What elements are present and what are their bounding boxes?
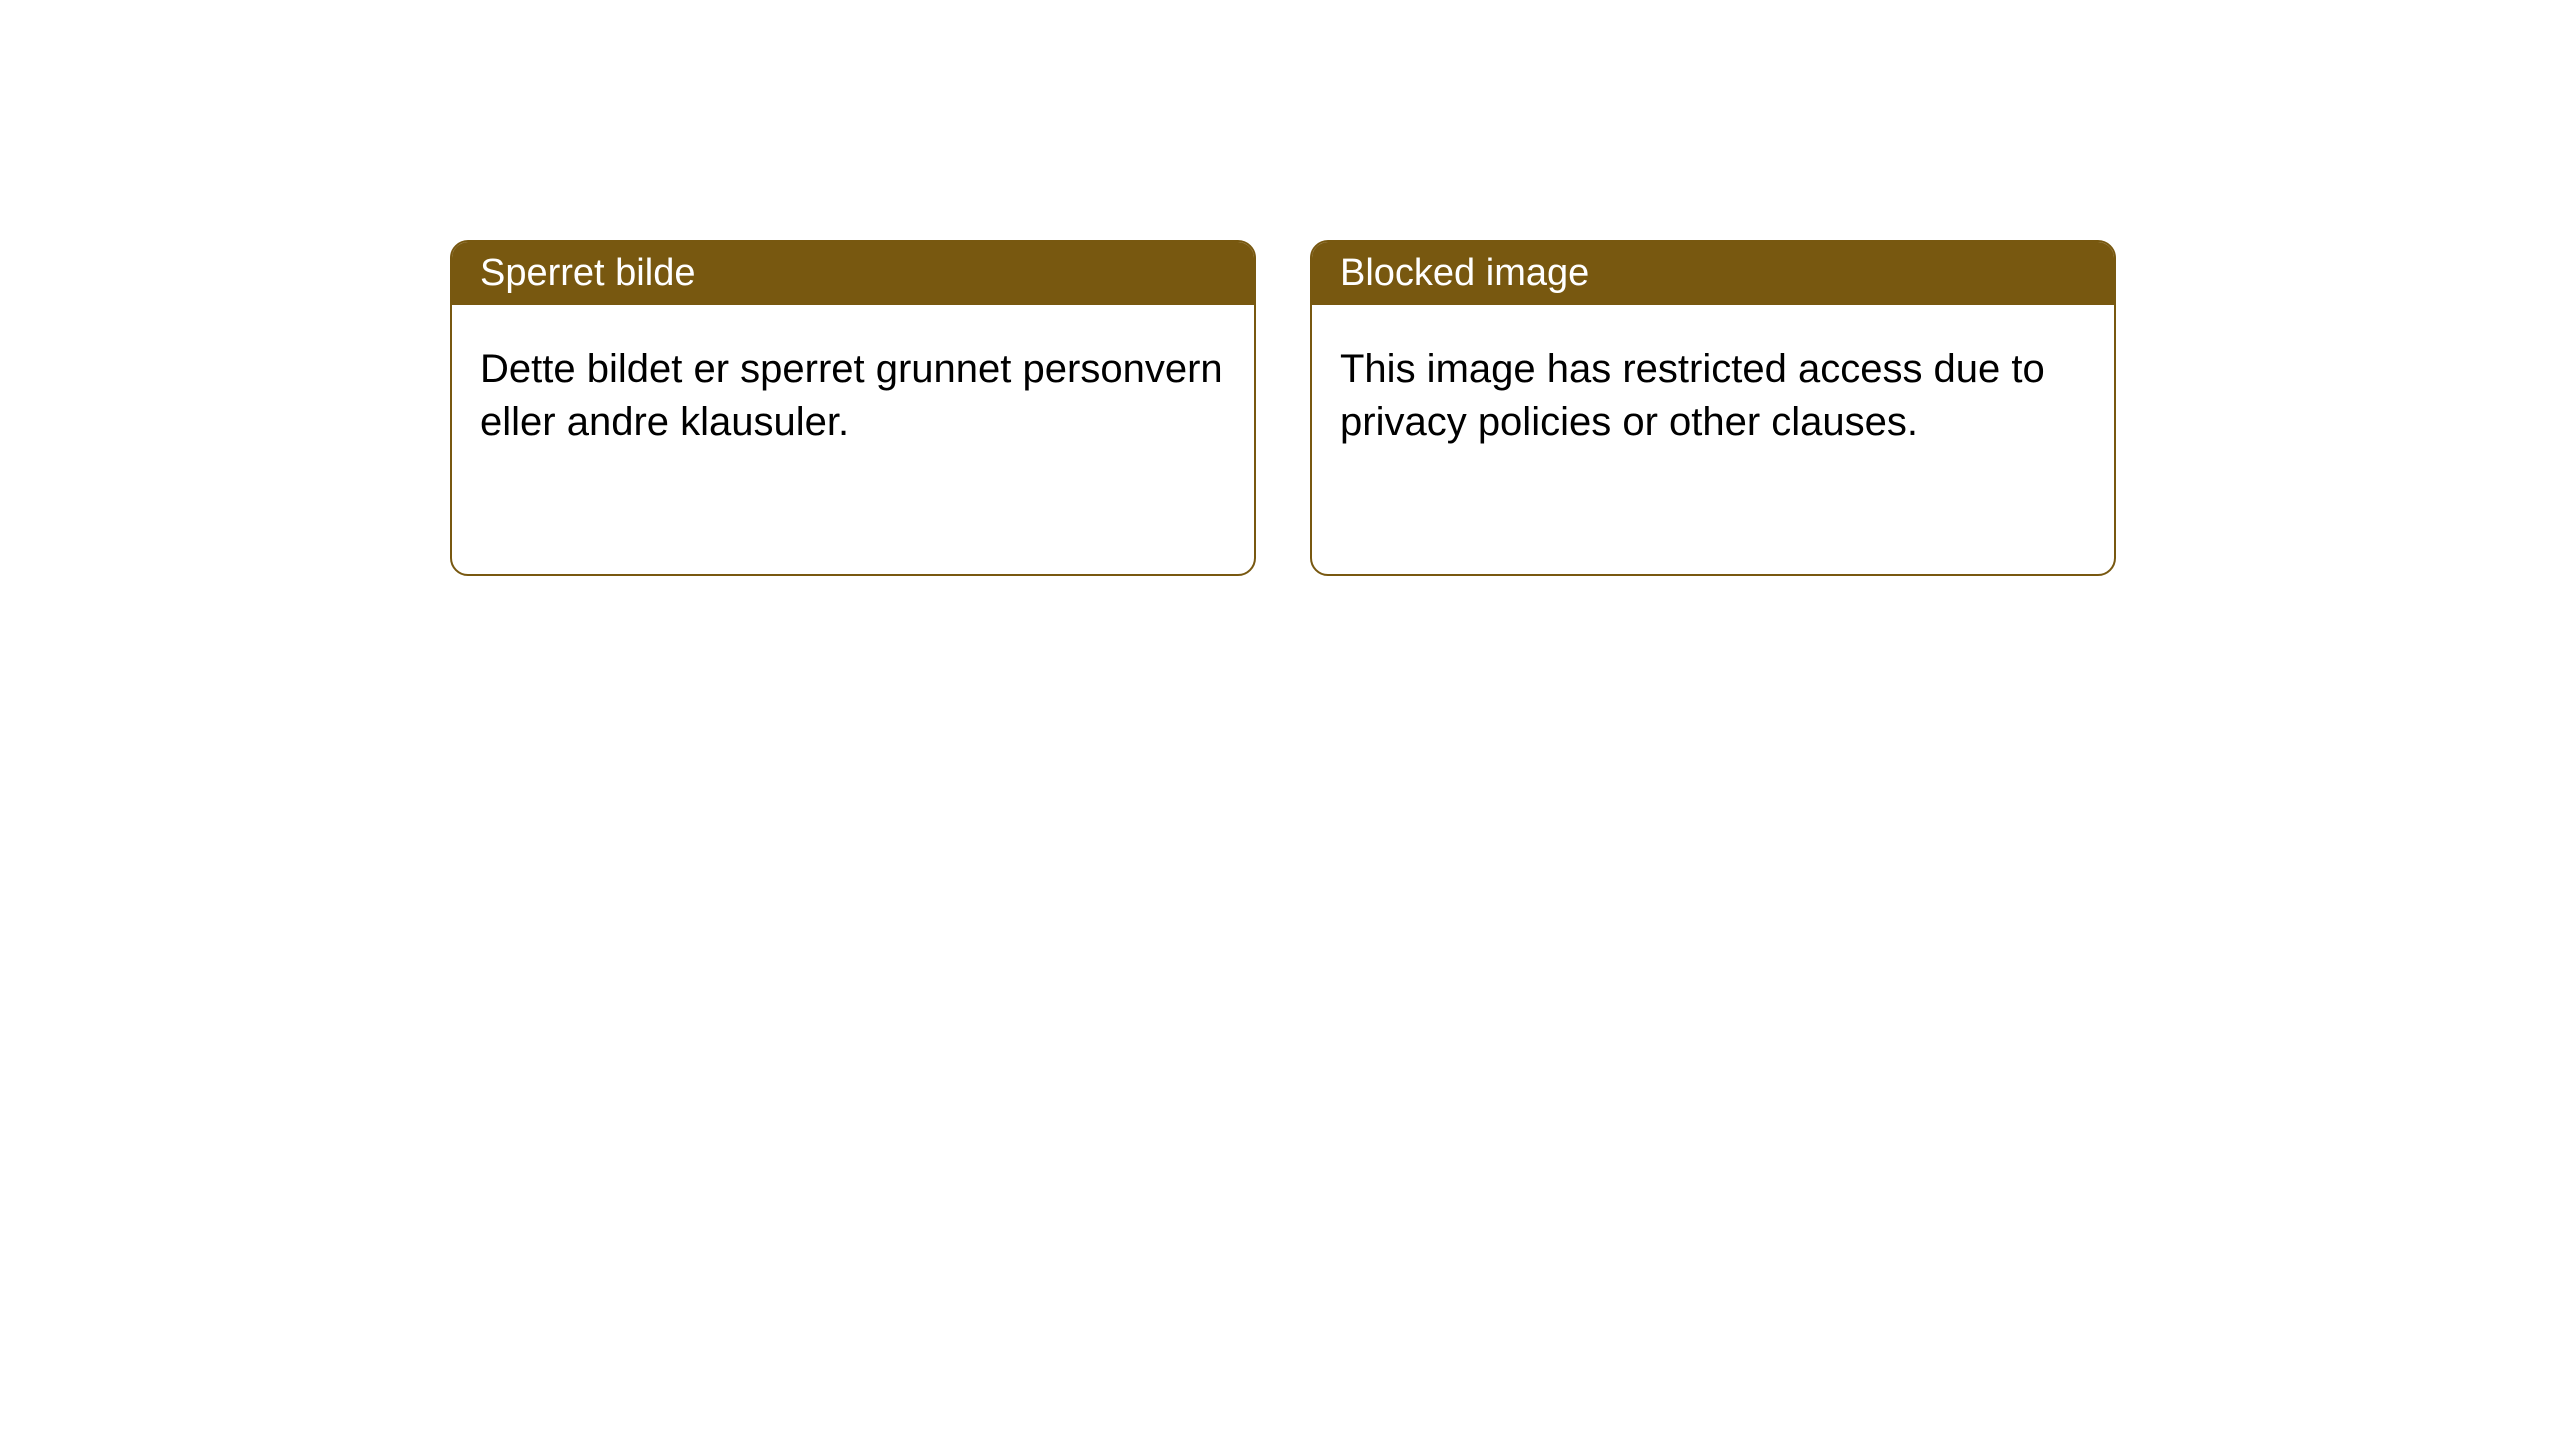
notice-body: This image has restricted access due to … [1312,305,2114,487]
notice-header: Blocked image [1312,242,2114,305]
notice-header: Sperret bilde [452,242,1254,305]
notice-container: Sperret bilde Dette bildet er sperret gr… [0,0,2560,576]
notice-card-english: Blocked image This image has restricted … [1310,240,2116,576]
notice-body: Dette bildet er sperret grunnet personve… [452,305,1254,487]
notice-title: Blocked image [1340,252,1589,294]
notice-title: Sperret bilde [480,252,695,294]
notice-text: This image has restricted access due to … [1340,347,2045,444]
notice-text: Dette bildet er sperret grunnet personve… [480,347,1223,444]
notice-card-norwegian: Sperret bilde Dette bildet er sperret gr… [450,240,1256,576]
